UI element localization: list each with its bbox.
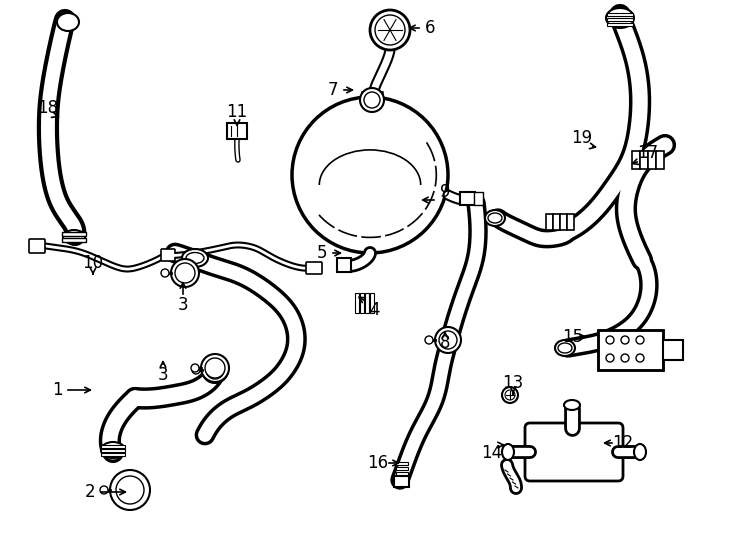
Bar [607, 18, 633, 21]
Text: 12: 12 [612, 434, 633, 452]
Circle shape [175, 263, 195, 283]
Circle shape [116, 476, 144, 504]
Bar [598, 330, 663, 370]
Bar [648, 151, 656, 169]
Circle shape [360, 88, 384, 112]
Bar [362, 92, 382, 104]
Circle shape [636, 336, 644, 344]
Text: 5: 5 [317, 244, 327, 262]
Circle shape [425, 336, 433, 344]
Bar [546, 214, 553, 230]
Circle shape [439, 331, 457, 349]
Bar [632, 151, 640, 169]
Bar [607, 23, 633, 26]
Circle shape [292, 97, 448, 253]
Ellipse shape [634, 444, 646, 460]
Bar [396, 462, 408, 465]
Circle shape [364, 92, 380, 108]
Ellipse shape [564, 400, 580, 410]
Bar [553, 214, 560, 230]
Text: 6: 6 [425, 19, 435, 37]
Circle shape [502, 387, 518, 403]
Ellipse shape [485, 210, 505, 226]
Circle shape [621, 354, 629, 362]
Ellipse shape [606, 8, 634, 28]
Bar [101, 445, 125, 448]
Ellipse shape [488, 213, 502, 223]
Circle shape [110, 470, 150, 510]
Text: 8: 8 [440, 334, 450, 352]
FancyBboxPatch shape [161, 249, 175, 261]
Circle shape [435, 327, 461, 353]
FancyBboxPatch shape [473, 192, 482, 205]
Text: 4: 4 [370, 301, 380, 319]
Bar [360, 293, 364, 313]
Circle shape [192, 366, 200, 374]
Text: 7: 7 [328, 81, 338, 99]
Bar [607, 13, 633, 16]
Circle shape [161, 269, 169, 277]
Ellipse shape [558, 343, 572, 353]
Bar [396, 472, 408, 475]
Circle shape [202, 357, 228, 383]
Bar [370, 293, 374, 313]
Ellipse shape [57, 13, 79, 31]
FancyBboxPatch shape [227, 123, 247, 139]
Text: 11: 11 [226, 103, 247, 121]
Text: 10: 10 [82, 254, 103, 272]
Text: 13: 13 [502, 374, 523, 392]
Circle shape [505, 390, 515, 400]
Text: 14: 14 [482, 444, 503, 462]
Bar [365, 293, 369, 313]
Bar [62, 232, 86, 236]
Bar [62, 238, 86, 242]
FancyBboxPatch shape [337, 258, 351, 272]
Circle shape [370, 10, 410, 50]
Bar [101, 449, 125, 452]
Circle shape [201, 354, 229, 382]
Text: 19: 19 [572, 129, 592, 147]
Circle shape [375, 15, 405, 45]
Text: 18: 18 [37, 99, 59, 117]
Ellipse shape [502, 444, 514, 460]
Bar [598, 330, 663, 370]
Bar [663, 340, 683, 360]
Bar [101, 453, 125, 456]
Bar [656, 151, 664, 169]
FancyBboxPatch shape [393, 476, 409, 487]
Circle shape [621, 336, 629, 344]
Text: 15: 15 [562, 328, 584, 346]
FancyBboxPatch shape [306, 262, 322, 274]
Bar [355, 293, 359, 313]
Circle shape [205, 358, 225, 378]
Text: 3: 3 [158, 366, 168, 384]
Text: 2: 2 [84, 483, 95, 501]
Circle shape [206, 361, 224, 379]
FancyBboxPatch shape [459, 192, 474, 205]
Bar [567, 214, 574, 230]
Bar [640, 151, 648, 169]
Ellipse shape [555, 340, 575, 356]
FancyBboxPatch shape [29, 239, 45, 253]
Text: 17: 17 [637, 144, 658, 162]
Bar [560, 214, 567, 230]
Ellipse shape [101, 442, 125, 458]
Ellipse shape [63, 230, 85, 244]
Ellipse shape [182, 249, 208, 267]
Bar [396, 467, 408, 470]
Circle shape [636, 354, 644, 362]
Text: 16: 16 [368, 454, 388, 472]
Circle shape [171, 259, 199, 287]
Text: 3: 3 [178, 296, 189, 314]
Circle shape [191, 364, 199, 372]
Text: 9: 9 [440, 183, 450, 201]
Ellipse shape [186, 253, 204, 264]
Circle shape [100, 486, 108, 494]
FancyBboxPatch shape [525, 423, 623, 481]
Circle shape [606, 336, 614, 344]
Text: 1: 1 [51, 381, 62, 399]
Circle shape [606, 354, 614, 362]
